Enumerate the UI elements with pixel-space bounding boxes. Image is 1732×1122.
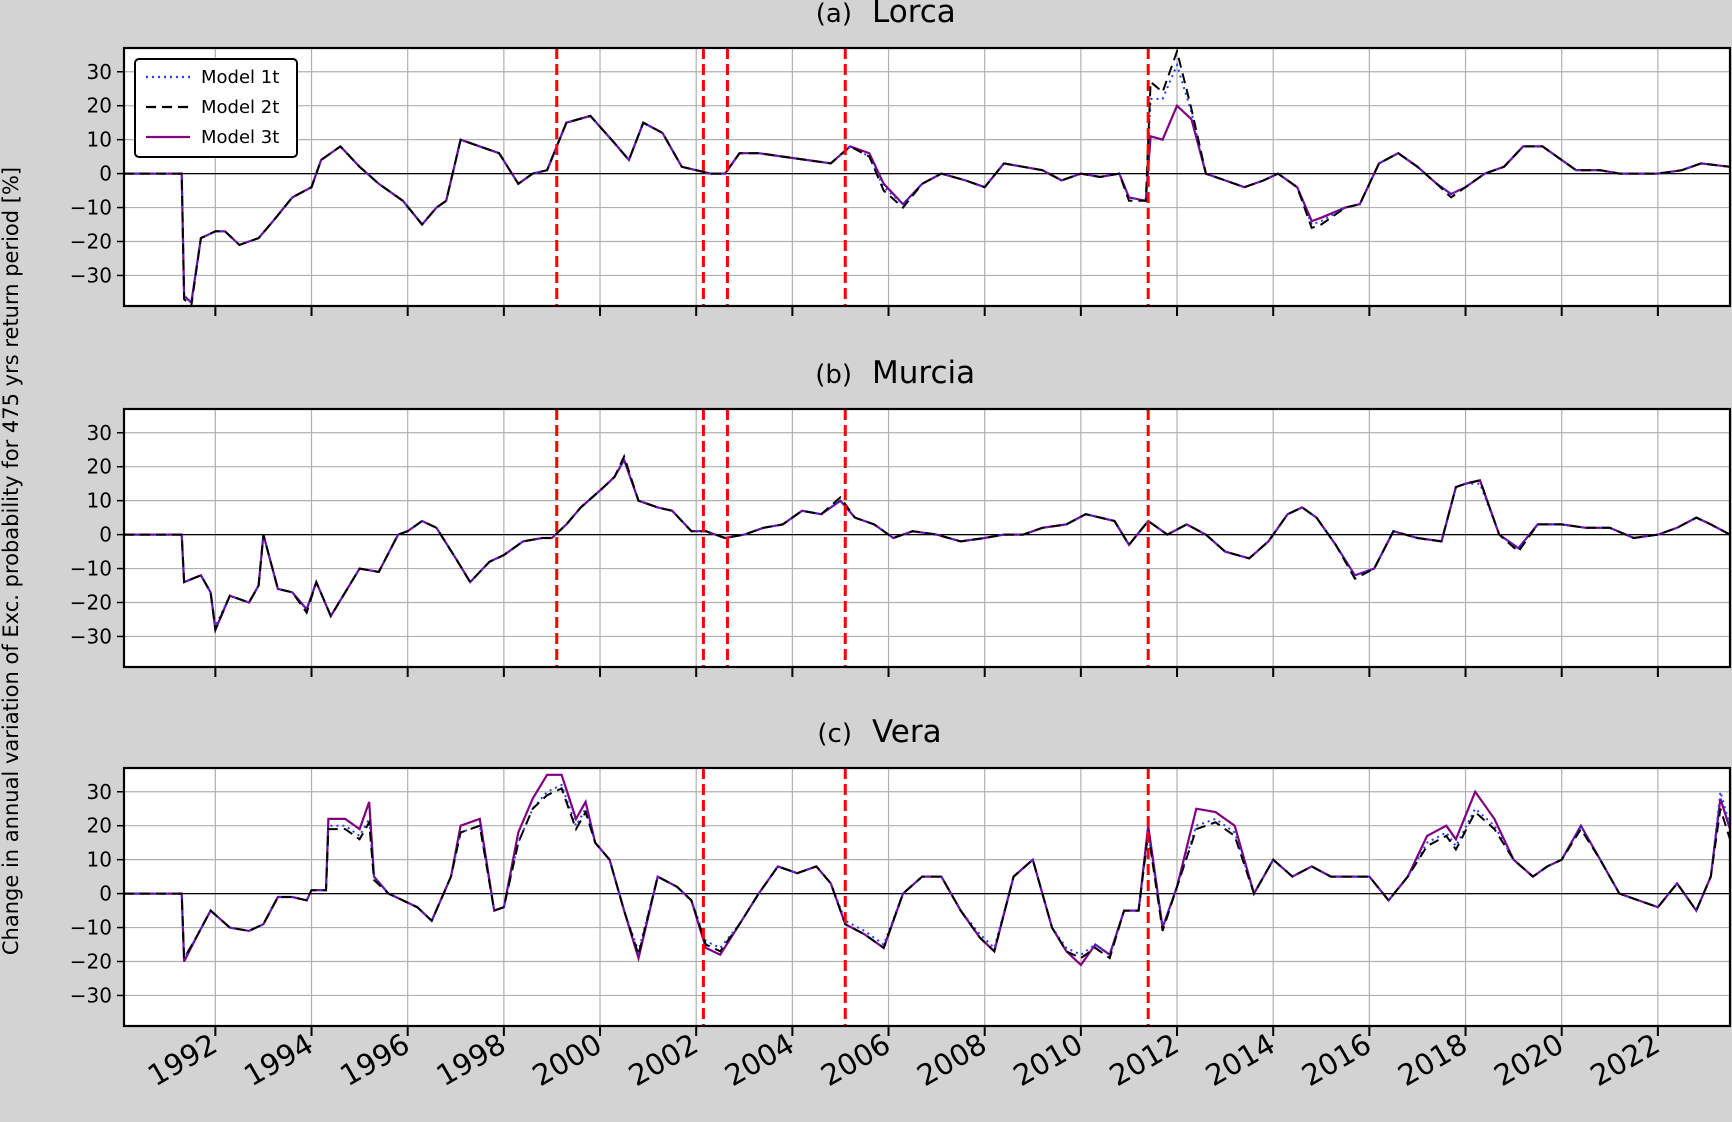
y-tick-label: −30 — [70, 624, 112, 648]
legend-label: Model 3t — [201, 127, 279, 148]
legend: Model 1t Model 2t Model 3t — [134, 58, 298, 158]
y-tick-label: −20 — [70, 591, 112, 615]
y-tick-label: 30 — [87, 421, 112, 445]
y-tick-label: −20 — [70, 950, 112, 974]
legend-box — [134, 58, 298, 158]
y-tick-label: 20 — [87, 94, 112, 118]
y-tick-label: −10 — [70, 196, 112, 220]
legend-label: Model 2t — [201, 97, 279, 118]
series-line-model-1t — [124, 783, 1730, 962]
panel-letter: (a) — [816, 0, 852, 29]
panel-letter: (c) — [817, 719, 852, 749]
plot-area — [124, 768, 1730, 1026]
y-tick-label: 20 — [87, 814, 112, 838]
panels: 30 20 10 0 −10 −20 −30 (a) Lorca Model 1t Model 2t… — [70, 0, 1732, 1093]
panel-1: 30 20 10 0 −10 −20 −30 (b) Murcia — [70, 355, 1732, 677]
panel-2: 30 20 10 0 −10 −20 −30 (c) Vera — [70, 714, 1732, 1036]
y-tick-label: −30 — [70, 263, 112, 287]
y-tick-label: 0 — [99, 162, 112, 186]
y-tick-label: 10 — [87, 128, 112, 152]
series-line-model-2t — [124, 48, 1730, 306]
y-tick-label: −10 — [70, 557, 112, 581]
plot-frame — [122, 46, 1732, 308]
y-tick-label: 30 — [87, 60, 112, 84]
y-tick-label: −20 — [70, 230, 112, 254]
panel-0: 30 20 10 0 −10 −20 −30 (a) Lorca Model 1t Model 2t… — [70, 0, 1732, 316]
y-tick-label: 30 — [87, 780, 112, 804]
series-line-model-2t — [124, 453, 1730, 634]
panel-letter: (b) — [815, 360, 852, 390]
panel-title: Murcia — [872, 355, 975, 391]
plot-frame — [122, 407, 1732, 669]
y-tick-label: 0 — [99, 523, 112, 547]
series-line-model-2t — [124, 787, 1730, 962]
plot-area — [124, 48, 1730, 306]
y-tick-label: 0 — [99, 882, 112, 906]
y-tick-label: −30 — [70, 983, 112, 1007]
panel-title: Vera — [872, 714, 942, 750]
legend-label: Model 1t — [201, 67, 279, 88]
y-tick-label: 20 — [87, 455, 112, 479]
plot-area — [124, 409, 1730, 667]
y-tick-label: −10 — [70, 916, 112, 940]
y-axis-label: Change in annual variation of Exc. proba… — [0, 167, 23, 955]
plot-frame — [122, 766, 1732, 1028]
panel-title: Lorca — [872, 0, 956, 30]
y-tick-label: 10 — [87, 489, 112, 513]
y-tick-label: 10 — [87, 848, 112, 872]
